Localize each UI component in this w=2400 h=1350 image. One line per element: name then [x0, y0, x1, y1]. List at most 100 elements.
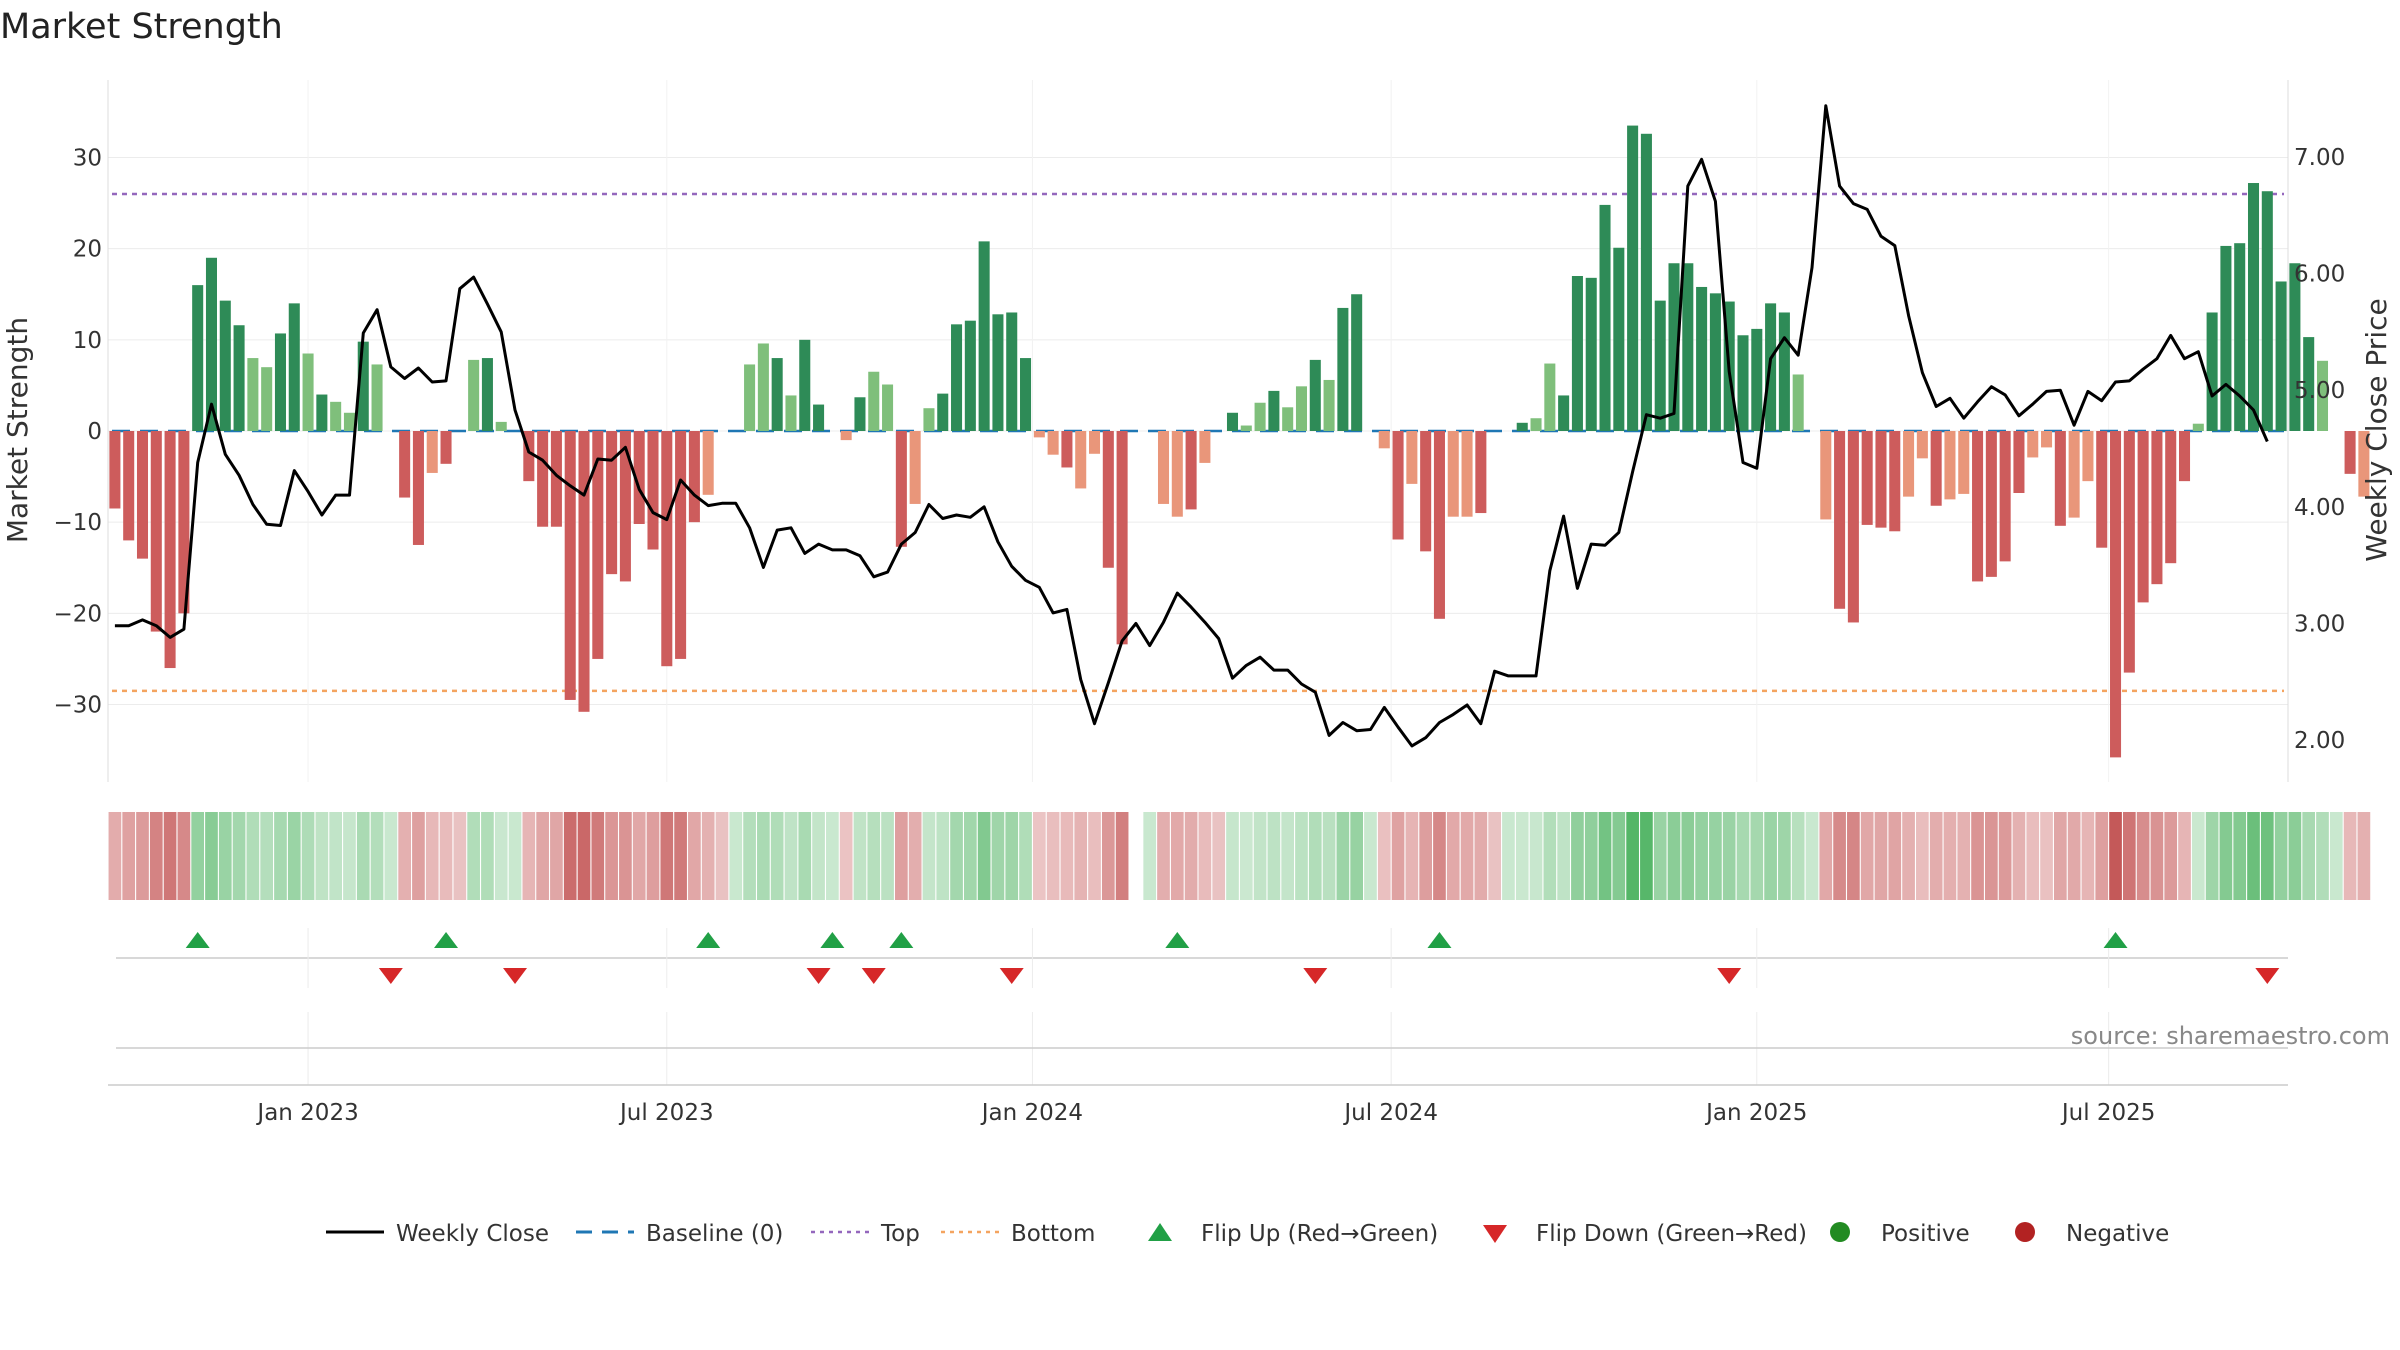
strength-bar	[1709, 293, 1721, 431]
heat-cell	[2288, 812, 2302, 900]
right-tick-label: 4.00	[2294, 495, 2345, 521]
heat-cell	[1019, 812, 1032, 900]
strength-bar	[1089, 431, 1101, 454]
heat-cell	[1129, 812, 1143, 900]
heat-cell	[977, 812, 991, 900]
heat-cell	[2040, 812, 2053, 900]
heat-cell	[329, 812, 343, 900]
strength-bar	[1295, 386, 1307, 431]
heat-cell	[1929, 812, 1943, 900]
strength-bar	[619, 431, 631, 582]
left-tick-label: 30	[73, 145, 102, 171]
strength-bar	[1999, 431, 2011, 562]
strength-bar	[1047, 431, 1059, 455]
strength-bar	[2206, 312, 2218, 431]
heat-cell	[950, 812, 963, 900]
heat-cell	[467, 812, 480, 900]
price-line-layer	[114, 104, 2269, 748]
strength-bar	[840, 431, 852, 441]
x-tick-label: Jul 2024	[1342, 1100, 1438, 1126]
strength-bar	[481, 358, 493, 431]
flip-down-marker	[1717, 968, 1742, 984]
strength-bar	[702, 431, 714, 495]
strength-bar	[1530, 418, 1542, 431]
strength-bar	[951, 324, 963, 431]
heat-cell	[522, 812, 536, 900]
strength-bar	[2041, 431, 2053, 448]
left-tick-label: −20	[53, 601, 102, 627]
heat-cell	[743, 812, 756, 900]
strength-bar	[1972, 431, 1984, 582]
flip-down-marker	[1303, 968, 1328, 984]
x-axis-ticks: Jan 2023 Jul 2023 Jan 2024 Jul 2024 Jan 2025…	[255, 1100, 2155, 1126]
legend-triangle-down	[1483, 1225, 1507, 1243]
x-tick-label: Jan 2023	[255, 1100, 358, 1126]
x-tick-label: Jan 2025	[1704, 1100, 1807, 1126]
strength-bar	[261, 367, 273, 431]
strength-bar	[316, 394, 328, 431]
heat-cell	[1805, 812, 1819, 900]
strength-bar	[1903, 431, 1915, 497]
heat-cell	[1198, 812, 1212, 900]
strength-bar	[1930, 431, 1942, 506]
strength-bar	[2358, 431, 2370, 497]
heat-cell	[2343, 812, 2357, 900]
heat-cell	[1681, 812, 1695, 900]
right-tick-label: 6.00	[2294, 262, 2345, 288]
flip-down-marker	[861, 968, 886, 984]
heat-cell	[2026, 812, 2040, 900]
legend-item: Baseline (0)	[576, 1221, 783, 1247]
heat-cell	[205, 812, 218, 900]
x-tick-label: Jul 2025	[2060, 1100, 2156, 1126]
heat-cell	[632, 812, 646, 900]
heat-cell	[1115, 812, 1129, 900]
legend-label: Baseline (0)	[646, 1221, 783, 1247]
heat-cell	[191, 812, 205, 900]
strength-bar	[1627, 125, 1639, 432]
strength-bar	[564, 431, 576, 700]
strength-bar	[2151, 431, 2163, 585]
strength-bar	[799, 339, 811, 431]
heat-cell	[2233, 812, 2247, 900]
strength-bar	[1613, 247, 1625, 431]
heat-cell	[1474, 812, 1488, 900]
heat-cell	[1364, 812, 1377, 900]
strength-bar	[178, 431, 190, 614]
strength-bar	[2275, 281, 2287, 431]
strength-bar	[343, 412, 355, 431]
heat-cell	[453, 812, 467, 900]
heat-cell	[1143, 812, 1157, 900]
heat-cell	[812, 812, 825, 900]
heat-cell	[867, 812, 881, 900]
strength-bar	[1737, 335, 1749, 431]
strength-bar	[2192, 423, 2204, 431]
heat-cell	[1778, 812, 1791, 900]
heat-cell	[1046, 812, 1060, 900]
strength-bar	[1392, 431, 1404, 540]
heat-cell	[1971, 812, 1984, 900]
heat-cell	[1502, 812, 1515, 900]
strength-bar	[1599, 204, 1611, 431]
heat-cell	[356, 812, 370, 900]
flip-up-marker	[1427, 932, 1452, 948]
heat-cell	[481, 812, 494, 900]
strength-bar	[895, 431, 907, 547]
strength-bar	[288, 303, 300, 431]
strength-bar	[1834, 431, 1846, 609]
heat-cell	[660, 812, 674, 900]
strength-bar	[371, 364, 383, 431]
strength-bar	[923, 408, 935, 431]
chart-title: Market Strength	[0, 7, 283, 47]
strength-bar	[2303, 337, 2315, 431]
strength-bar	[123, 431, 135, 541]
heat-cell	[1626, 812, 1639, 900]
heat-cell	[1239, 812, 1253, 900]
heat-cell	[1543, 812, 1557, 900]
strength-bar	[1116, 431, 1128, 645]
strength-bar	[136, 431, 149, 559]
heat-cell	[688, 812, 701, 900]
strength-bar	[2261, 191, 2273, 431]
heat-cell	[1557, 812, 1570, 900]
heat-cell	[370, 812, 384, 900]
heat-cell	[122, 812, 136, 900]
